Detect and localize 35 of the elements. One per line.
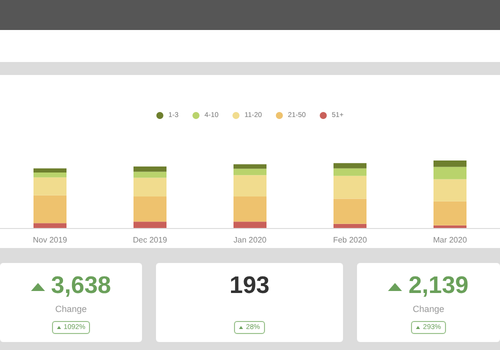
text: 193 [229, 272, 270, 299]
bar [134, 178, 166, 197]
bar [334, 163, 366, 168]
bar [234, 196, 266, 222]
bar [134, 222, 166, 228]
bar [334, 168, 366, 176]
text: Change [412, 304, 446, 315]
bar [134, 196, 166, 222]
x-tick-label: Dec 2019 [132, 236, 168, 244]
text: 2,139 [408, 272, 469, 299]
bar [334, 176, 366, 199]
text: 3,638 [50, 272, 112, 299]
bar [34, 168, 66, 173]
bar [434, 179, 466, 202]
bar [34, 172, 66, 178]
bar [34, 177, 66, 196]
bar [34, 195, 66, 224]
bar [434, 166, 466, 180]
x-tick-label: Jan 2020 [234, 236, 268, 244]
bar [234, 222, 266, 228]
bar [434, 201, 466, 226]
bar [134, 166, 166, 172]
bar [434, 225, 466, 228]
bar [34, 223, 66, 228]
x-tick-label: Feb 2020 [333, 236, 368, 244]
x-tick-label: Nov 2019 [32, 236, 68, 244]
bar [234, 164, 266, 169]
text: Change [54, 304, 88, 315]
bar [334, 224, 366, 228]
bar [434, 160, 466, 167]
x-tick-label: Mar 2020 [433, 236, 468, 244]
bar [234, 168, 266, 176]
bar [334, 198, 366, 224]
bar [134, 172, 166, 178]
bar [234, 175, 266, 197]
